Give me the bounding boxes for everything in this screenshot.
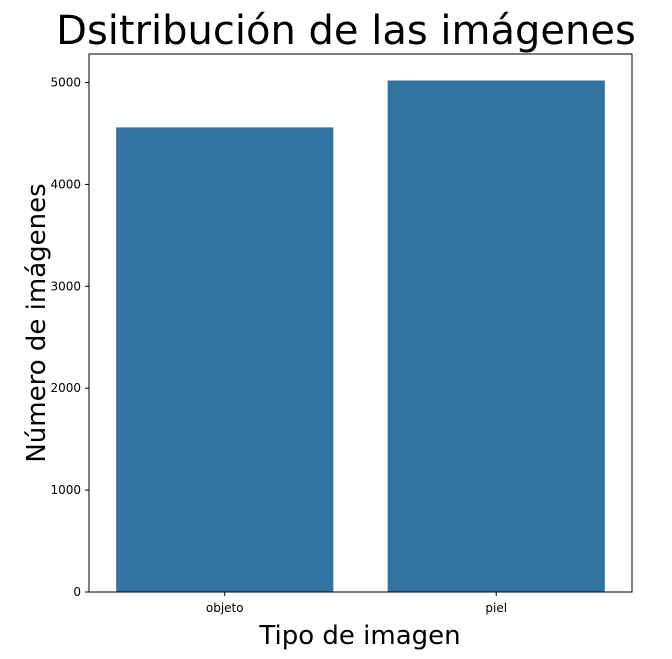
y-tick-label: 4000 — [50, 177, 81, 191]
bar-piel — [387, 80, 605, 592]
bars-group — [116, 80, 605, 592]
y-axis-ticks: 0 1000 2000 3000 4000 5000 — [50, 76, 89, 599]
x-tick-label: objeto — [206, 601, 244, 615]
y-tick-label: 3000 — [50, 279, 81, 293]
y-axis-label: Número de imágenes — [22, 183, 52, 462]
y-tick-label: 1000 — [50, 483, 81, 497]
bar-objeto — [116, 127, 334, 592]
x-tick-label: piel — [485, 601, 507, 615]
y-tick-label: 5000 — [50, 76, 81, 90]
plot-frame — [88, 53, 633, 593]
x-axis-ticks: objeto piel — [206, 592, 507, 615]
chart-title: Dsitribución de las imágenes — [56, 8, 636, 54]
y-tick-label: 0 — [73, 585, 81, 599]
x-axis-label: Tipo de imagen — [258, 621, 460, 651]
y-tick-label: 2000 — [50, 381, 81, 395]
